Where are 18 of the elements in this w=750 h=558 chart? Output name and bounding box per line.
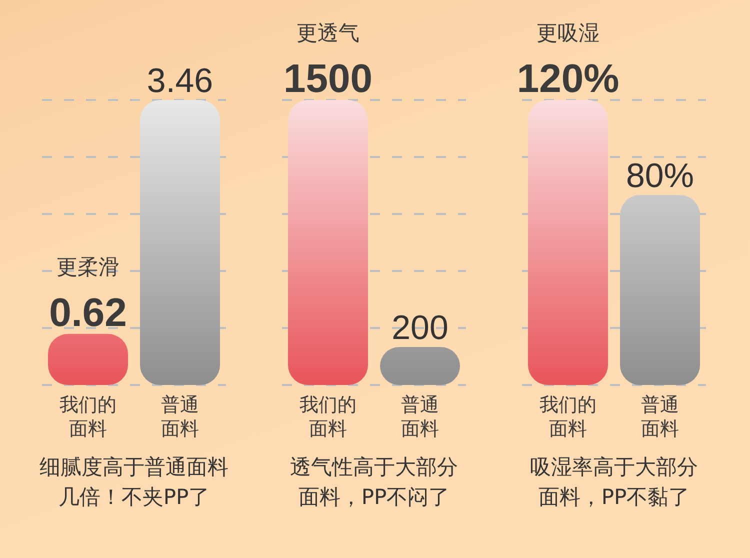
text: 透气性高于大部分面料，PP不闷了 (289, 454, 459, 511)
data-label: 1500 (284, 57, 372, 101)
x-tick-label: 普通面料 (641, 394, 679, 440)
data-label: 80% (626, 157, 694, 195)
x-tick-label: 我们的面料 (540, 394, 596, 440)
data-label: 200 (392, 309, 448, 347)
text: 更吸湿 (536, 20, 600, 46)
x-tick-label: 普通面料 (161, 394, 199, 440)
data-label: 3.46 (146, 62, 214, 100)
text: 细腻度高于普通面料几倍！不夹PP了 (38, 454, 230, 511)
text: 更透气 (296, 20, 360, 46)
text: 吸湿率高于大部分面料，PP不黏了 (529, 454, 699, 511)
data-label: 120% (516, 57, 620, 101)
x-tick-label: 我们的面料 (60, 394, 116, 440)
x-tick-label: 普通面料 (401, 394, 439, 440)
x-tick-label: 我们的面料 (300, 394, 356, 440)
data-label: 0.62 (49, 290, 127, 335)
annotation: 更柔滑 (56, 254, 120, 280)
